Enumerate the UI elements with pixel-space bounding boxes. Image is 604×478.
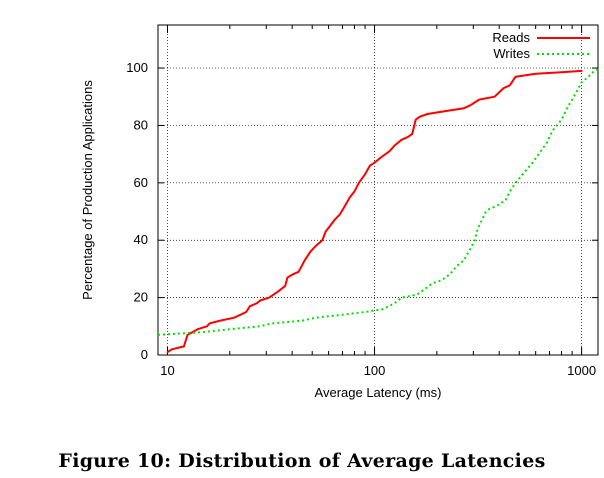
series-layer xyxy=(157,68,599,354)
y-tick-label: 60 xyxy=(134,175,148,190)
x-tick-label: 100 xyxy=(364,363,386,378)
plot-frame xyxy=(157,24,599,356)
x-tick-label: 1000 xyxy=(567,363,596,378)
ticks-layer: 0 20 40 60 80 100 10 100 1000 xyxy=(126,25,598,378)
legend-label-reads: Reads xyxy=(492,30,530,45)
y-axis-title: Percentage of Production Applications xyxy=(80,80,95,300)
x-tick-label: 10 xyxy=(160,363,174,378)
legend-label-writes: Writes xyxy=(493,46,530,61)
series-line-writes xyxy=(157,68,599,336)
series-line-reads xyxy=(166,69,583,354)
grid-layer xyxy=(158,25,598,355)
y-tick-label: 80 xyxy=(134,117,148,132)
y-tick-label: 100 xyxy=(126,60,148,75)
y-tick-label: 0 xyxy=(141,347,148,362)
y-tick-label: 20 xyxy=(134,290,148,305)
plot-background xyxy=(158,25,598,355)
figure-caption: Figure 10: Distribution of Average Laten… xyxy=(58,450,546,472)
y-tick-label: 40 xyxy=(134,232,148,247)
x-axis-title: Average Latency (ms) xyxy=(315,385,442,400)
